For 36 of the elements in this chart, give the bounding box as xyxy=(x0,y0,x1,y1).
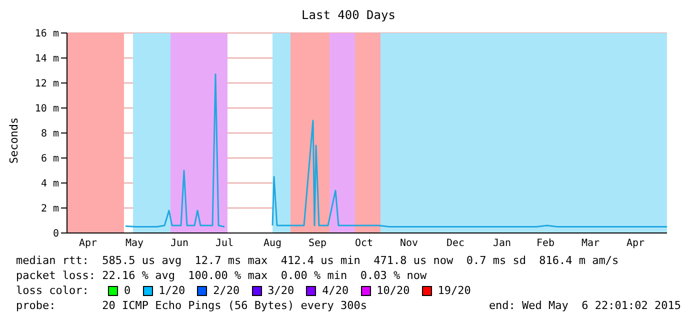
y-tick-label: 6 m xyxy=(40,154,59,165)
text: probe: 20 ICMP Echo Pings (56 Bytes) every 300s xyxy=(16,298,367,313)
x-tick-label: Apr xyxy=(626,238,645,250)
y-tick-label: 14 m xyxy=(34,54,59,65)
x-tick-label: Mar xyxy=(581,238,600,250)
y-tick-label: 4 m xyxy=(40,178,59,190)
y-tick-label: 12 m xyxy=(34,78,59,90)
x-tick-label: Aug xyxy=(263,238,282,250)
text: packet loss: 22.16 % avg 100.00 % max 0.00 % min 0.03 % now xyxy=(16,268,428,283)
text: 1/20 xyxy=(158,283,186,298)
x-tick-label: Oct xyxy=(354,238,374,250)
x-tick-label: Sep xyxy=(308,238,327,250)
text: loss color: xyxy=(16,283,90,298)
chart-title: Last 400 Days xyxy=(300,8,396,22)
text: 3/20 xyxy=(268,283,294,298)
text: median rtt: 585.5 us avg 12.7 ms max 412.4 us min 471.8 us now 0.7 ms sd 816.4 m am/s xyxy=(16,253,620,268)
x-tick-label: Jan xyxy=(492,238,512,250)
x-tick-label: Dec xyxy=(446,238,465,250)
y-tick-label: 8 m xyxy=(40,128,59,140)
y-tick-label: 0 xyxy=(52,228,59,240)
text: 10/20 xyxy=(376,283,410,298)
text: 4/20 xyxy=(322,283,349,298)
text: 2/20 xyxy=(213,283,240,298)
y-axis-title: Seconds xyxy=(8,116,21,164)
y-tick-label: 2 m xyxy=(40,204,59,215)
text: 0 xyxy=(124,283,131,298)
y-tick-label: 16 m xyxy=(34,28,59,40)
text: 19/20 xyxy=(438,283,471,298)
x-tick-label: Jul xyxy=(215,238,234,250)
x-tick-label: Jun xyxy=(170,238,189,250)
x-tick-label: Apr xyxy=(78,238,98,250)
y-tick-label: 10 m xyxy=(34,104,59,115)
x-tick-label: May xyxy=(125,238,144,250)
x-tick-label: Feb xyxy=(536,238,555,250)
text: end: Wed May 6 22:01:02 2015 xyxy=(488,298,681,313)
x-tick-label: Nov xyxy=(400,238,418,250)
